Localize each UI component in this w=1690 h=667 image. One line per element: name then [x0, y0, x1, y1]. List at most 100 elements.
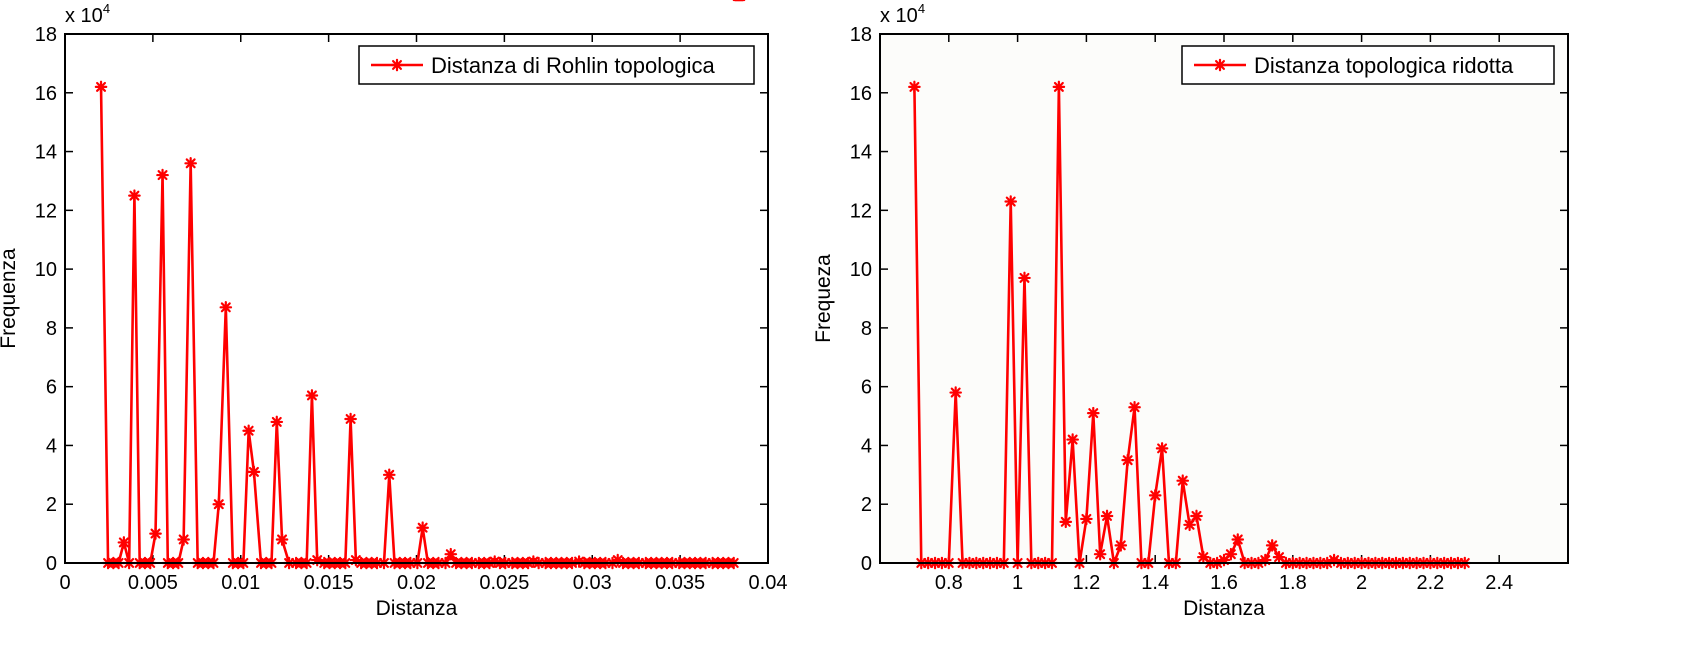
- data-point: [1018, 271, 1031, 285]
- exponent-base: x 10: [65, 5, 103, 27]
- y-tick-label: 16: [35, 83, 57, 105]
- data-point: [1155, 442, 1169, 455]
- data-point: [1265, 539, 1279, 552]
- x-tick-label: 1.2: [1072, 572, 1100, 594]
- data-point: [382, 468, 396, 482]
- x-tick-label: 0.8: [935, 572, 963, 594]
- data-point: [1176, 474, 1190, 488]
- y-tick-labels: 0 2 4 6 8 10 12 14 16 18: [35, 24, 57, 575]
- data-point: [416, 521, 429, 535]
- x-tick-label: 0.005: [128, 572, 178, 594]
- data-point: [1086, 406, 1100, 420]
- y-tick-label: 14: [850, 142, 872, 164]
- y-tick-label: 0: [861, 553, 872, 575]
- data-point: [305, 389, 319, 402]
- data-point: [270, 415, 284, 429]
- data-point: [1183, 518, 1196, 532]
- legend-marker: [1213, 58, 1227, 72]
- y-tick-label: 6: [46, 377, 57, 399]
- x-tick-label: 0.01: [221, 572, 260, 594]
- x-tick-label: 0.035: [655, 572, 705, 594]
- x-axis-label: Distanza: [376, 597, 458, 620]
- data-point: [1100, 509, 1114, 523]
- data-point: [1190, 509, 1203, 523]
- chart-right: 0.8 1 1.2 1.4 1.6 1.8 2 2.2 2.4 024681012141618 …: [812, 1, 1569, 620]
- data-point: [1052, 80, 1066, 94]
- y-axis-label: Frequeza: [812, 254, 835, 343]
- y-exponent-label: x 104: [880, 1, 925, 27]
- x-tick-label: 0.04: [749, 572, 788, 594]
- x-tick-label: 0.02: [397, 572, 436, 594]
- y-tick-label: 8: [861, 318, 872, 340]
- y-exponent-label: x 104: [65, 1, 110, 27]
- data-point: [1231, 533, 1245, 546]
- data-point: [177, 533, 190, 546]
- y-tick-label: 0: [46, 553, 57, 575]
- x-tick-label: 2.4: [1485, 572, 1513, 594]
- legend-marker: [390, 58, 404, 72]
- data-point: [94, 80, 108, 94]
- y-tick-label: 2: [861, 494, 872, 516]
- data-point: [117, 536, 131, 549]
- data-point: [1004, 195, 1018, 208]
- y-tick-label: 14: [35, 142, 57, 164]
- y-tick-label: 2: [46, 494, 57, 516]
- chart-left: 0 0.005 0.01 0.015 0.02 0.025 0.03 0.035 0.04 0 2…: [0, 0, 787, 620]
- y-tick-labels: 0 2 4 6 8 10 12 14 16 18: [850, 24, 872, 575]
- data-point: [908, 80, 921, 94]
- y-tick-label: 16: [850, 83, 872, 105]
- y-tick-label: 18: [850, 24, 872, 46]
- x-tick-label: 1.6: [1210, 572, 1238, 594]
- y-axis-label: Frequenza: [0, 248, 20, 349]
- data-point: [242, 424, 255, 438]
- plot-area: [65, 34, 768, 563]
- legend: Distanza topologica ridotta: [1181, 45, 1555, 85]
- plot-frame: [64, 33, 769, 564]
- data-point: [1128, 400, 1141, 414]
- x-tick-label: 1: [1012, 572, 1023, 594]
- legend: Distanza di Rohlin topologica: [358, 45, 755, 85]
- x-tick-label: 1.8: [1279, 572, 1307, 594]
- x-tick-label: 2.2: [1416, 572, 1444, 594]
- data-point: [212, 497, 226, 511]
- y-tick-label: 12: [35, 200, 57, 222]
- data-point: [1080, 512, 1093, 526]
- data-point: [1224, 547, 1238, 561]
- data-point: [184, 157, 197, 170]
- data-point: [1197, 550, 1210, 564]
- x-tick-label: 1.4: [1141, 572, 1169, 594]
- data-point: [128, 189, 141, 202]
- plot-area: [880, 34, 1568, 563]
- x-tick-label: 0: [59, 572, 70, 594]
- y-tick-label: 8: [46, 318, 57, 340]
- legend-entry-label: Distanza topologica ridotta: [1254, 53, 1514, 78]
- y-tick-label: 6: [861, 377, 872, 399]
- x-axis-label: Distanza: [1183, 597, 1265, 620]
- data-point: [219, 301, 233, 314]
- y-tick-label: 4: [861, 435, 872, 457]
- data-point: [1066, 433, 1079, 446]
- data-point: [344, 412, 357, 426]
- data-point: [1093, 547, 1107, 561]
- data-point: [247, 465, 261, 479]
- data-point: [156, 168, 169, 182]
- data-point: [149, 527, 162, 540]
- y-tick-label: 10: [850, 259, 872, 281]
- data-point: [275, 533, 289, 546]
- legend-marker-glyph: [1213, 58, 1227, 72]
- x-tick-label: 0.015: [304, 572, 354, 594]
- data-point: [444, 547, 458, 561]
- data-point: [1114, 539, 1128, 552]
- exponent-base: x 10: [880, 5, 918, 27]
- y-tick-label: 10: [35, 259, 57, 281]
- x-tick-labels: 0 0.005 0.01 0.015 0.02 0.025 0.03 0.035 0.04: [59, 572, 787, 594]
- x-tick-label: 2: [1356, 572, 1367, 594]
- legend-box: [358, 45, 755, 85]
- y-tick-label: 18: [35, 24, 57, 46]
- legend-entry-label: Distanza di Rohlin topologica: [431, 53, 715, 78]
- data-point: [949, 386, 962, 399]
- data-point: [1148, 489, 1162, 502]
- exponent-power: 4: [103, 1, 110, 16]
